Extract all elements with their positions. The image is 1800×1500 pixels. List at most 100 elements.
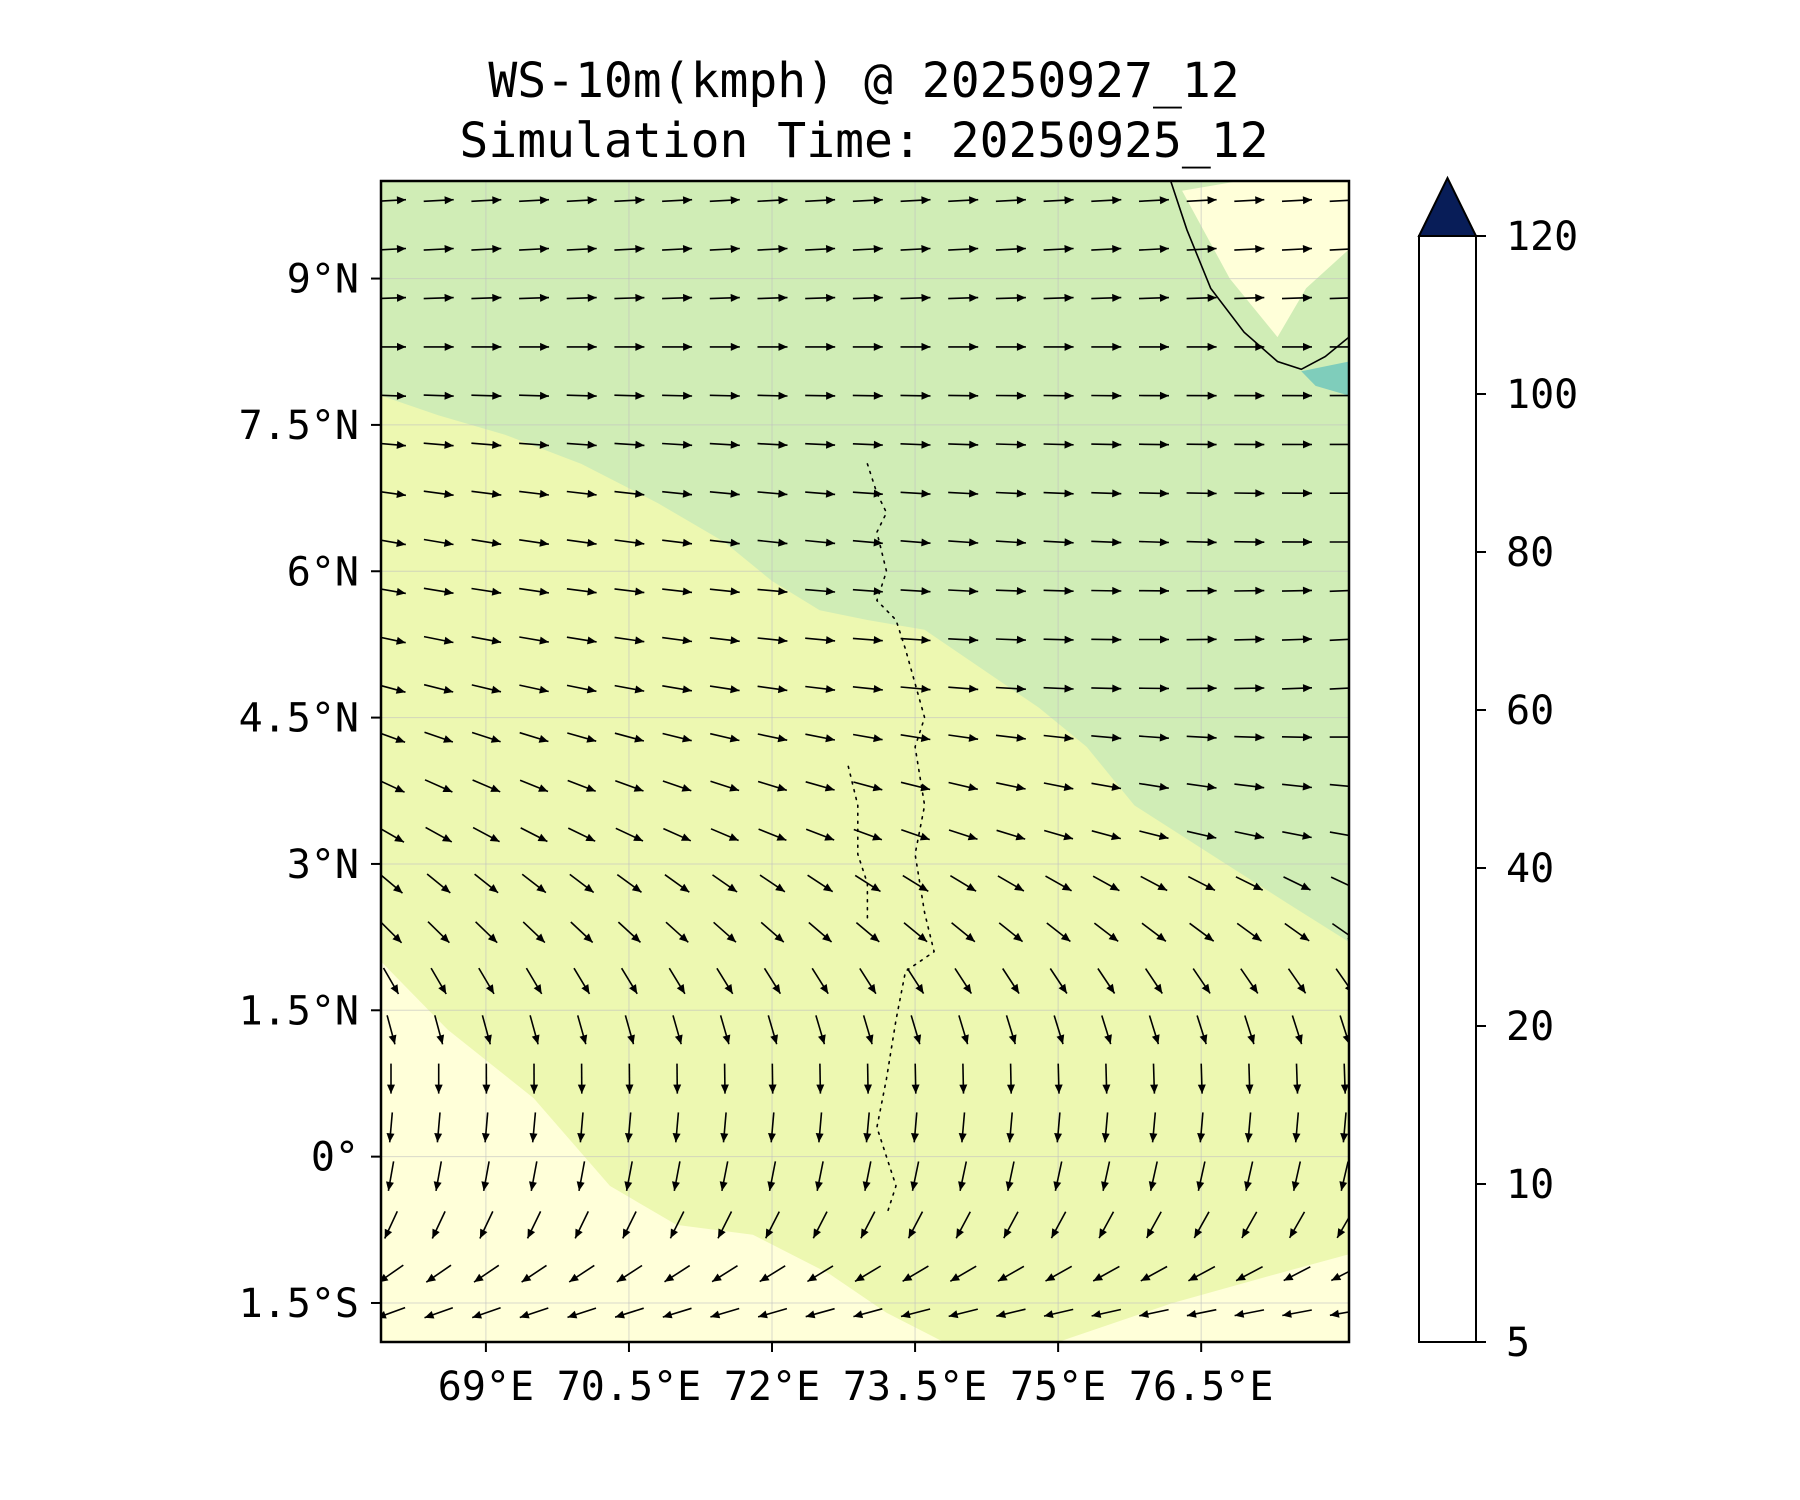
wind-arrow xyxy=(519,779,549,793)
latitude-ticks: 1.5°S 0° 1.5°N 3°N 4.5°N 6°N 7.5°N 9°N xyxy=(239,257,381,1327)
map-subtitle: Simulation Time: 20250925_12 xyxy=(459,113,1268,169)
wind-arrow xyxy=(900,1308,931,1319)
wind-arrow xyxy=(712,874,738,893)
colorbar-tick-label-4: 60 xyxy=(1506,688,1554,734)
wind-arrow xyxy=(902,874,929,892)
wind-arrow xyxy=(719,1161,729,1192)
wind-arrow xyxy=(1329,783,1349,788)
wind-arrow xyxy=(764,1211,781,1239)
wind-arrow xyxy=(431,1211,446,1239)
wind-arrow xyxy=(1186,684,1217,693)
wind-arrow xyxy=(1091,196,1122,205)
wind-arrow xyxy=(519,489,549,498)
wind-arrow xyxy=(529,1161,538,1192)
wind-arrow xyxy=(852,293,883,302)
wind-arrow xyxy=(1329,297,1349,300)
wind-arrow xyxy=(1186,782,1217,791)
wind-arrow xyxy=(900,440,931,449)
wind-arrow xyxy=(521,1264,547,1283)
wind-arrow xyxy=(1186,293,1217,302)
wind-arrow xyxy=(1006,1112,1015,1143)
wind-arrow xyxy=(434,1112,443,1143)
wind-arrow xyxy=(948,684,979,693)
wind-arrow xyxy=(1283,1266,1311,1282)
wind-arrow xyxy=(382,967,400,995)
wind-arrow xyxy=(710,828,739,842)
wind-speed-region-4 xyxy=(1301,361,1349,396)
wind-arrow xyxy=(948,734,979,742)
wind-arrow xyxy=(1330,1270,1349,1282)
xtick-label-1: 70.5°E xyxy=(557,1364,702,1410)
wind-arrow xyxy=(430,967,447,995)
wind-arrow xyxy=(1053,1015,1065,1045)
wind-arrow xyxy=(805,538,836,547)
wind-arrow xyxy=(948,391,979,400)
wind-arrow xyxy=(757,538,788,547)
wind-arrow xyxy=(995,684,1026,693)
wind-arrow xyxy=(663,827,692,842)
wind-arrow xyxy=(577,1063,586,1094)
wind-arrow xyxy=(1091,684,1122,693)
wind-arrow xyxy=(616,1264,643,1283)
wind-arrow xyxy=(948,342,979,351)
wind-arrow xyxy=(757,685,788,694)
wind-arrow xyxy=(525,967,543,995)
wind-arrow xyxy=(995,196,1026,205)
wind-arrow xyxy=(475,921,498,944)
wind-arrow xyxy=(423,587,454,596)
wind-arrow xyxy=(710,732,740,743)
wind-arrow xyxy=(767,1161,777,1192)
wind-arrow xyxy=(1282,1309,1312,1318)
wind-arrow xyxy=(949,1265,977,1282)
wind-arrow xyxy=(1281,440,1313,449)
wind-arrow xyxy=(709,391,740,400)
wind-arrow xyxy=(767,1015,778,1045)
wind-arrow xyxy=(709,342,740,351)
colorbar-ticks: 5 10 20 40 60 80 100 120 xyxy=(1476,214,1578,1366)
colorbar-extend-max xyxy=(1417,175,1478,237)
wind-arrow xyxy=(900,587,931,596)
wind-arrow xyxy=(855,921,880,943)
wind-arrow xyxy=(757,733,788,743)
wind-arrow xyxy=(1197,1063,1206,1094)
wind-arrow xyxy=(614,342,645,351)
ytick-label-4: 4.5°N xyxy=(239,696,359,742)
wind-arrow xyxy=(471,391,502,400)
wind-arrow xyxy=(424,1306,454,1319)
wind-speed-region-0 xyxy=(381,181,1349,942)
wind-arrow xyxy=(1101,1112,1110,1143)
wind-arrow xyxy=(901,829,930,841)
wind-arrow xyxy=(381,342,406,351)
wind-arrow xyxy=(1244,1015,1255,1045)
colorbar-tick-label-6: 100 xyxy=(1506,372,1578,418)
wind-arrow xyxy=(1234,342,1265,351)
wind-arrow xyxy=(1329,541,1349,543)
wind-arrow xyxy=(519,440,550,449)
wind-arrow xyxy=(948,781,978,792)
wind-arrow xyxy=(1045,875,1072,892)
wind-arrow xyxy=(900,489,931,498)
ytick-label-1: 0° xyxy=(311,1135,359,1181)
wind-arrow xyxy=(805,196,836,205)
wind-arrow xyxy=(622,1211,637,1239)
wind-arrow xyxy=(1092,875,1120,892)
wind-arrow xyxy=(757,587,788,596)
wind-arrow xyxy=(386,1161,395,1192)
xtick-label-2: 72°E xyxy=(724,1364,820,1410)
wind-arrow xyxy=(386,1112,395,1143)
wind-arrow xyxy=(1101,1161,1111,1191)
wind-arrow xyxy=(1139,1308,1169,1318)
wind-arrow xyxy=(471,490,502,498)
wind-arrow xyxy=(662,685,693,694)
wind-arrow xyxy=(768,1112,776,1143)
wind-arrow xyxy=(1050,1211,1067,1239)
wind-speed-region-3 xyxy=(1182,181,1349,338)
wind-arrow xyxy=(566,489,597,498)
wind-arrow xyxy=(1145,1211,1162,1239)
wind-arrow xyxy=(1091,733,1122,742)
wind-arrow xyxy=(519,587,550,596)
wind-arrow xyxy=(997,1265,1025,1282)
wind-arrow xyxy=(1144,968,1163,994)
wind-arrow xyxy=(1234,635,1265,644)
wind-arrow xyxy=(757,196,788,205)
